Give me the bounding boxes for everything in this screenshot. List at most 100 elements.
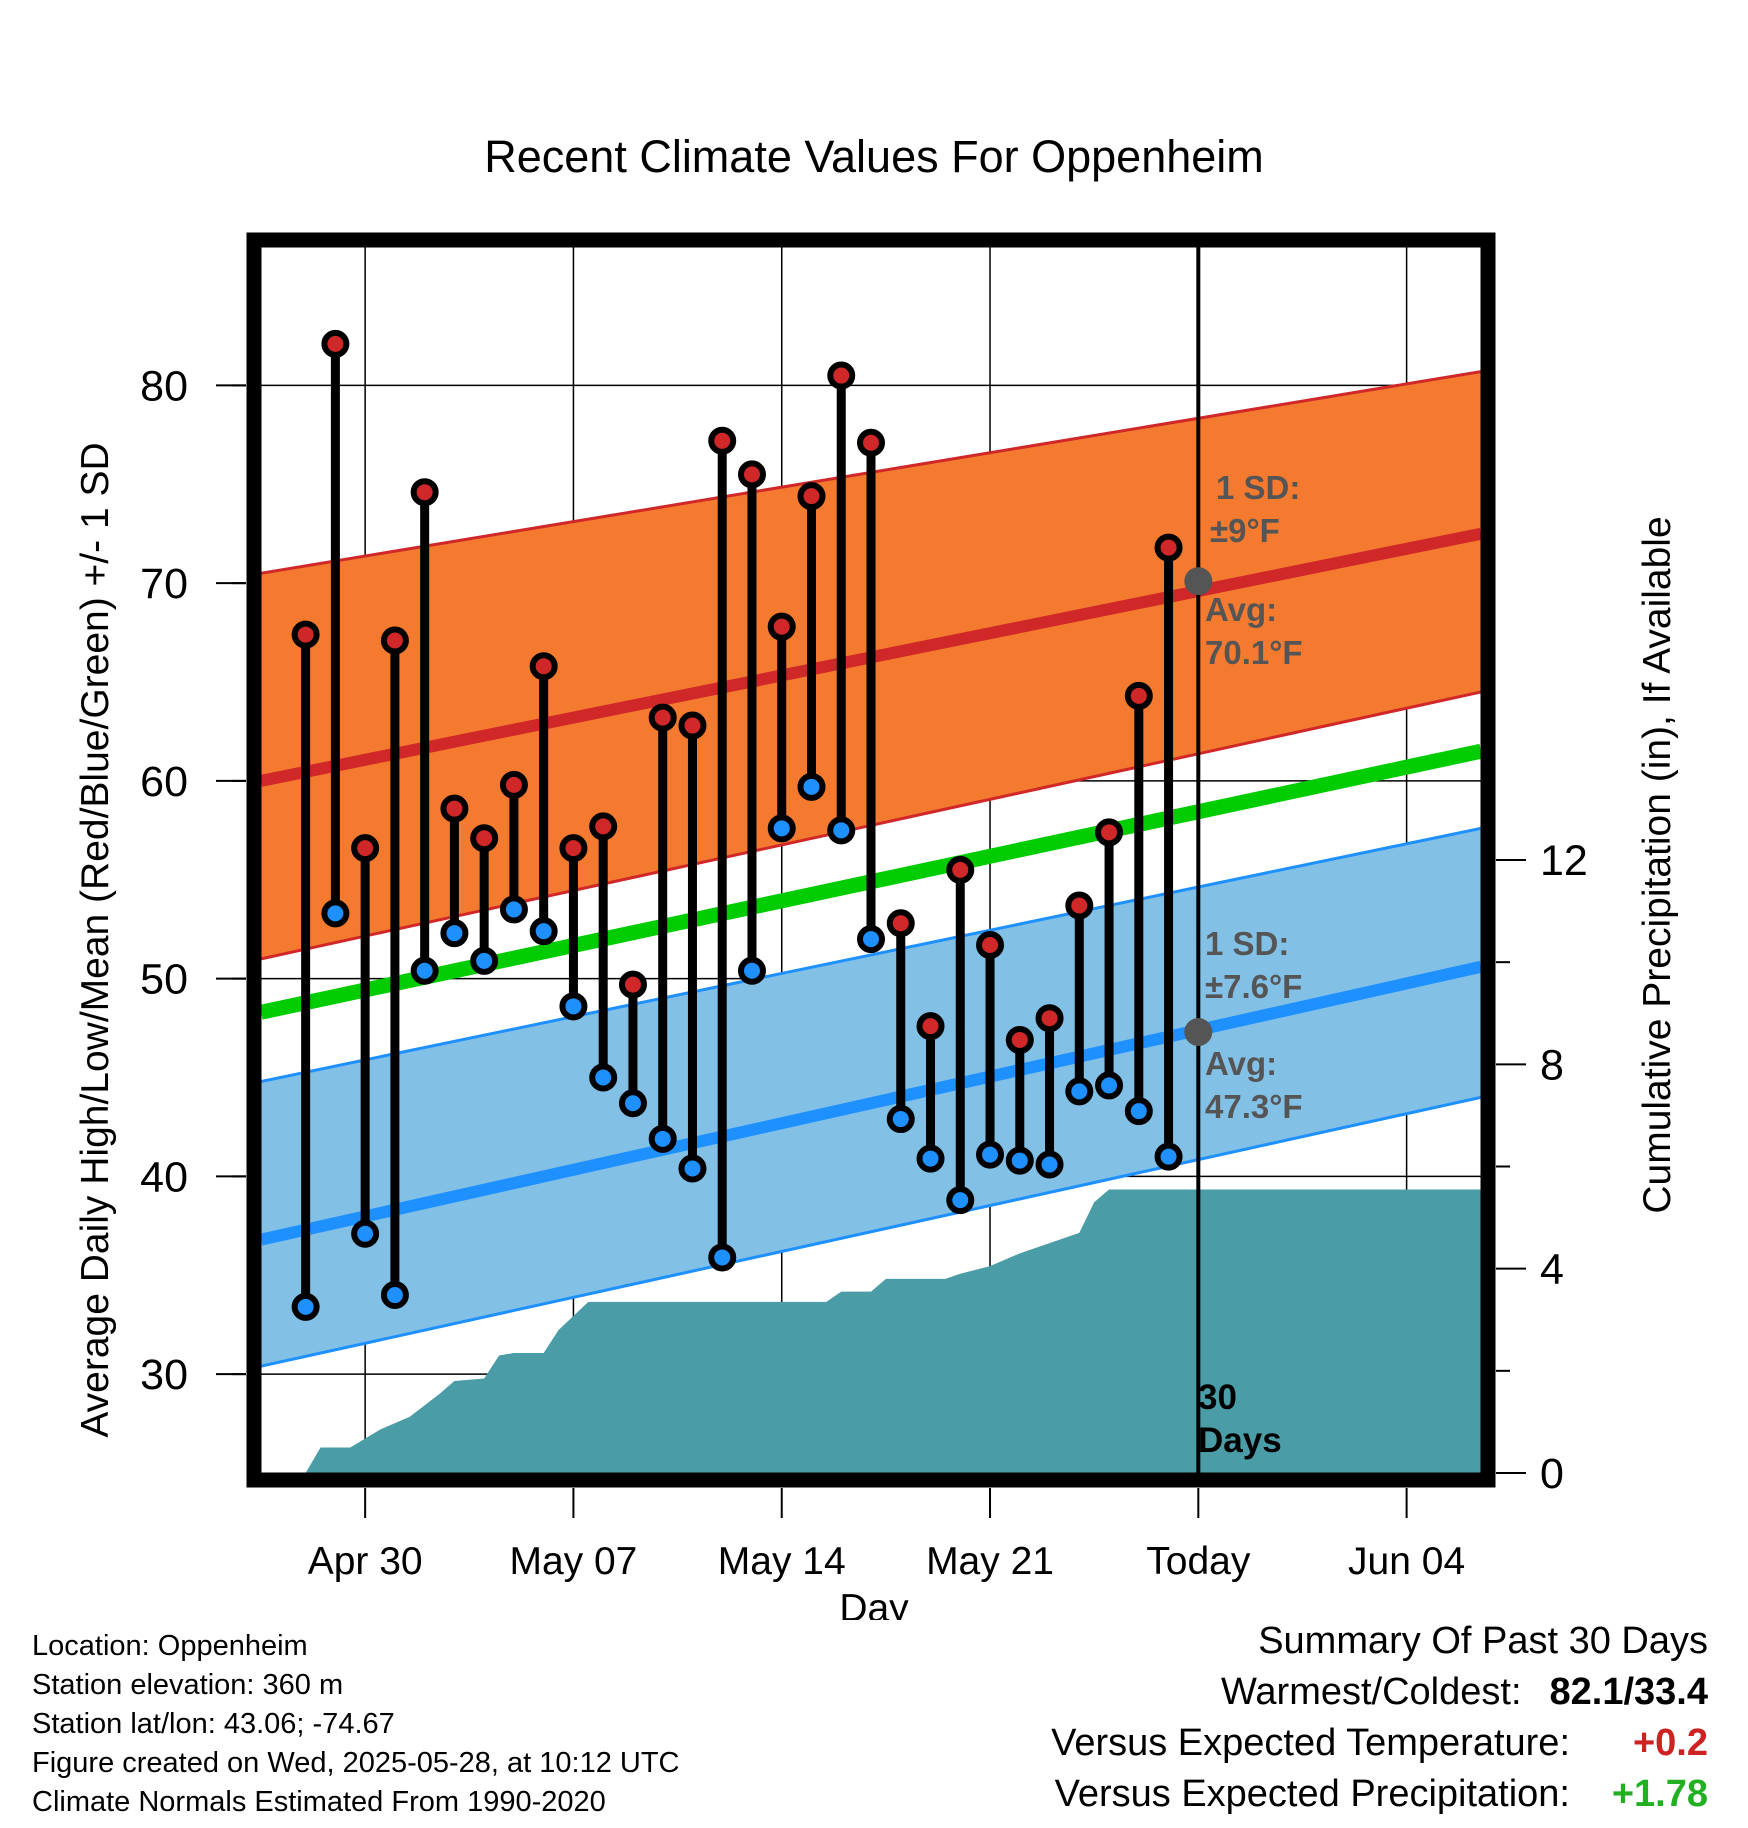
x-tick-label: Jun 04 — [1348, 1540, 1465, 1583]
normals-text: Climate Normals Estimated From 1990-2020 — [32, 1786, 606, 1818]
precipitation-area — [290, 1189, 1481, 1473]
station-info: Location: Oppenheim Station elevation: 3… — [32, 1627, 680, 1822]
today-normal-high-dot — [1184, 567, 1213, 596]
daily-low-point — [946, 1186, 975, 1215]
daily-low-point — [410, 956, 439, 985]
daily-low-point — [1095, 1071, 1124, 1100]
x-tick-label: May 07 — [509, 1540, 637, 1583]
low-sd-label: 1 SD: — [1205, 925, 1289, 962]
warmest-label: Warmest/Coldest: — [1220, 1671, 1522, 1713]
y-tick-label: 30 — [140, 1351, 188, 1399]
y2-tick-label: 4 — [1540, 1246, 1564, 1294]
daily-high-point — [1095, 818, 1124, 847]
daily-high-point — [589, 812, 618, 841]
daily-low-point — [1065, 1077, 1094, 1106]
daily-high-point — [470, 824, 499, 853]
climate-chart: Recent Climate Values For Oppenheim 1 SD… — [74, 131, 1679, 1620]
daily-high-point — [321, 329, 350, 358]
x-tick-label: Apr 30 — [308, 1540, 423, 1583]
daily-low-point — [470, 946, 499, 975]
daily-low-point — [1005, 1146, 1034, 1175]
y-axis-label: Average Daily High/Low/Mean (Red/Blue/Gr… — [74, 442, 117, 1437]
daily-high-point — [351, 834, 380, 863]
daily-low-point — [678, 1154, 707, 1183]
daily-high-point — [1124, 681, 1153, 710]
daily-high-point — [737, 460, 766, 489]
daily-high-point — [1035, 1004, 1064, 1033]
latlon-text: Station lat/lon: 43.06; -74.67 — [32, 1708, 395, 1740]
daily-high-point — [708, 426, 737, 455]
y2-axis-label: Cumulative Precipitation (in), If Availa… — [1636, 516, 1679, 1213]
daily-high-point — [946, 855, 975, 884]
temp-value: +0.2 — [1632, 1722, 1708, 1764]
daily-low-point — [827, 816, 856, 845]
daily-low-point — [589, 1063, 618, 1092]
days-label-number: 30 — [1198, 1378, 1237, 1417]
y-tick-label: 40 — [140, 1153, 188, 1201]
low-sd-value: ±7.6°F — [1205, 968, 1302, 1005]
high-avg-label: Avg: — [1205, 591, 1277, 628]
daily-high-point — [797, 482, 826, 511]
daily-low-point — [499, 895, 528, 924]
daily-low-point — [648, 1124, 677, 1153]
daily-high-point — [529, 652, 558, 681]
created-text: Figure created on Wed, 2025-05-28, at 10… — [32, 1747, 680, 1779]
plot-area: 1 SD: ±9°F Avg: 70.1°F 1 SD: ±7.6°F Avg: 47.3°F… — [140, 232, 1588, 1583]
y2-tick-label: 12 — [1540, 837, 1588, 885]
daily-high-point — [827, 361, 856, 390]
daily-high-point — [1065, 891, 1094, 920]
daily-high-point — [559, 834, 588, 863]
daily-low-point — [351, 1219, 380, 1248]
daily-high-point — [1154, 533, 1183, 562]
daily-high-point — [857, 428, 885, 457]
daily-high-point — [886, 909, 915, 938]
daily-low-point — [886, 1105, 915, 1134]
low-avg-value: 47.3°F — [1205, 1088, 1303, 1125]
warmest-row: Warmest/Coldest: 82.1/33.4 — [1051, 1667, 1708, 1718]
y2-tick-label: 0 — [1540, 1450, 1564, 1498]
precip-row: Versus Expected Precipitation: +1.78 — [1051, 1769, 1708, 1820]
daily-high-point — [916, 1012, 945, 1041]
high-sd-label: 1 SD: — [1216, 469, 1300, 506]
daily-high-point — [291, 620, 320, 649]
today-normal-low-dot — [1184, 1018, 1213, 1047]
daily-high-point — [976, 931, 1005, 960]
x-tick-label: May 21 — [926, 1540, 1054, 1583]
x-tick-label: Today — [1146, 1540, 1251, 1583]
daily-low-point — [976, 1140, 1005, 1169]
daily-low-point — [1124, 1097, 1153, 1126]
daily-low-point — [1035, 1150, 1064, 1179]
daily-high-point — [380, 626, 409, 655]
y-tick-label: 80 — [140, 362, 188, 410]
x-axis-label: Day — [839, 1587, 909, 1620]
daily-low-point — [916, 1144, 945, 1173]
daily-low-point — [618, 1089, 647, 1118]
low-sd-band-upper-edge — [261, 826, 1481, 1083]
daily-low-point — [559, 992, 588, 1021]
daily-low-point — [767, 814, 796, 843]
precip-label: Versus Expected Precipitation: — [1054, 1773, 1570, 1815]
daily-high-point — [678, 711, 707, 740]
y-tick-label: 70 — [140, 560, 188, 608]
daily-low-point — [857, 925, 885, 954]
daily-high-point — [618, 970, 647, 999]
plot-frame — [246, 232, 1496, 1488]
y-tick-label: 60 — [140, 758, 188, 806]
daily-high-point — [410, 478, 439, 507]
x-tick-label: May 14 — [718, 1540, 846, 1583]
precip-value: +1.78 — [1611, 1773, 1708, 1815]
daily-low-point — [1154, 1142, 1183, 1171]
daily-low-point — [291, 1292, 320, 1321]
elevation-text: Station elevation: 360 m — [32, 1669, 344, 1701]
high-sd-value: ±9°F — [1210, 512, 1280, 549]
high-avg-value: 70.1°F — [1205, 634, 1303, 671]
daily-high-point — [767, 612, 796, 641]
summary-panel: Summary Of Past 30 Days Warmest/Coldest:… — [1051, 1616, 1708, 1820]
low-sd-band-lower-edge — [261, 1095, 1481, 1368]
y2-tick-label: 8 — [1540, 1041, 1564, 1089]
temp-row: Versus Expected Temperature: +0.2 — [1051, 1718, 1708, 1769]
temp-label: Versus Expected Temperature: — [1051, 1722, 1570, 1764]
daily-high-point — [499, 770, 528, 799]
daily-high-point — [1005, 1025, 1034, 1054]
location-text: Location: Oppenheim — [32, 1630, 308, 1662]
